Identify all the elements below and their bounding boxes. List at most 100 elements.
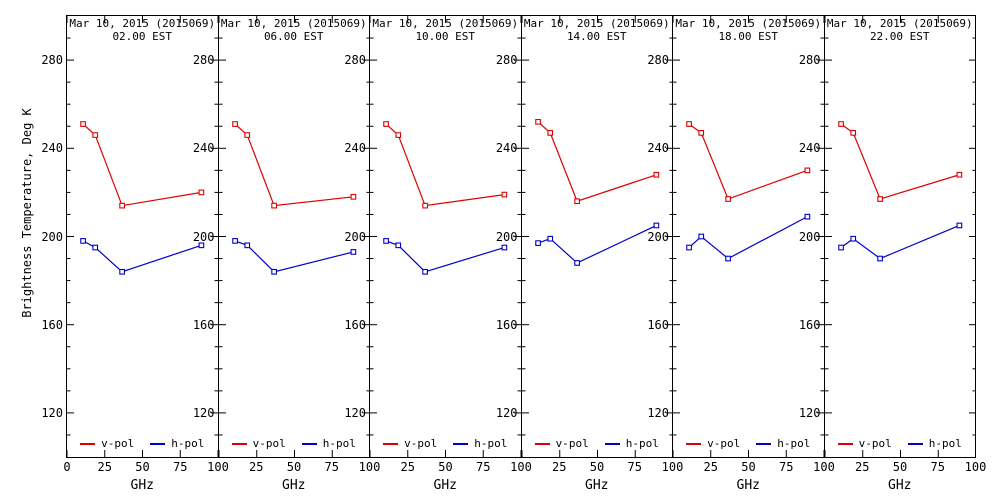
legend-swatch-v-pol bbox=[837, 443, 853, 445]
h-pol-data-point-marker bbox=[573, 260, 580, 266]
axis-ticks bbox=[824, 16, 976, 457]
axis-ticks bbox=[370, 16, 521, 457]
y-tick-label: 160 bbox=[344, 317, 366, 332]
legend-label: h-pol bbox=[777, 437, 811, 450]
panel-title: Mar 10, 2015 (2015069) bbox=[220, 17, 367, 30]
v-pol-data-point-marker bbox=[653, 171, 659, 178]
chart-panel-2200: Mar 10, 2015 (2015069) 22.00 EST 120 160 200… bbox=[799, 15, 986, 493]
x-axis-title: GHz bbox=[433, 478, 457, 493]
y-tick-label: 120 bbox=[798, 405, 821, 420]
y-tick-label: 120 bbox=[647, 405, 669, 420]
chart-panel-0200: Mar 10, 2015 (2015069) 02.00 EST 120 160 200… bbox=[41, 15, 229, 493]
legend-swatch-h-pol bbox=[604, 443, 620, 445]
x-axis-title: GHz bbox=[736, 478, 760, 493]
y-tick-label: 120 bbox=[41, 405, 63, 420]
v-pol-line bbox=[82, 123, 202, 207]
h-pol-data-point-marker bbox=[395, 242, 402, 249]
axis-ticks bbox=[673, 16, 824, 457]
x-tick-label: 50 bbox=[589, 460, 605, 474]
legend: v-pol h-pol bbox=[825, 438, 976, 450]
x-axis-title: GHz bbox=[130, 478, 154, 493]
legend-item-h-pol: h-pol bbox=[907, 438, 962, 450]
legend-label: v-pol bbox=[858, 437, 892, 450]
legend-swatch-h-pol bbox=[301, 443, 317, 445]
y-tick-label: 240 bbox=[495, 141, 518, 156]
legend: v-pol h-pol bbox=[673, 438, 824, 450]
x-tick-label: 25 bbox=[97, 460, 112, 474]
x-tick-label: 75 bbox=[779, 460, 794, 474]
y-tick-label: 120 bbox=[344, 405, 366, 420]
x-tick-label: 50 bbox=[892, 460, 908, 474]
legend-swatch-h-pol bbox=[756, 443, 772, 445]
plot-area bbox=[521, 16, 673, 457]
chart-panel-1000: Mar 10, 2015 (2015069) 10.00 EST 120 160 200… bbox=[344, 15, 532, 493]
legend-item-h-pol: h-pol bbox=[150, 438, 204, 450]
legend-item-v-pol: v-pol bbox=[80, 438, 134, 450]
v-pol-data-point-marker bbox=[501, 191, 508, 198]
legend-label: h-pol bbox=[625, 437, 659, 450]
x-tick-label: 100 bbox=[813, 460, 835, 474]
x-tick-label: 75 bbox=[324, 460, 339, 474]
x-tick-label: 50 bbox=[741, 460, 756, 474]
plot-area bbox=[673, 16, 824, 457]
y-tick-label: 160 bbox=[41, 317, 63, 332]
h-pol-line bbox=[688, 216, 808, 260]
legend-swatch-v-pol bbox=[534, 443, 550, 445]
y-axis-title: Brightness Temperature, Deg K bbox=[20, 108, 34, 318]
plot-area bbox=[370, 16, 521, 457]
v-pol-data-point-marker bbox=[395, 132, 402, 138]
v-pol-data-point-marker bbox=[698, 130, 705, 136]
legend-item-v-pol: v-pol bbox=[231, 438, 286, 450]
y-tick-label: 240 bbox=[192, 141, 215, 156]
panel-time-label: 18.00 EST bbox=[718, 30, 779, 43]
v-pol-line bbox=[234, 123, 353, 207]
axis-ticks bbox=[218, 16, 370, 457]
legend-label: h-pol bbox=[171, 437, 205, 450]
x-tick-label: 0 bbox=[63, 460, 71, 474]
chart-panel-0600: Mar 10, 2015 (2015069) 06.00 EST 120 160 200… bbox=[193, 15, 380, 493]
legend-swatch-v-pol bbox=[383, 443, 399, 445]
y-tick-label: 120 bbox=[495, 405, 518, 420]
y-tick-label: 120 bbox=[192, 405, 215, 420]
y-tick-label: 240 bbox=[41, 141, 63, 156]
v-pol-line bbox=[537, 121, 657, 202]
h-pol-data-point-marker bbox=[653, 222, 659, 229]
legend-swatch-v-pol bbox=[80, 443, 96, 445]
h-pol-line bbox=[840, 224, 960, 260]
h-pol-data-point-marker bbox=[698, 233, 705, 240]
h-pol-data-point-marker bbox=[92, 244, 99, 251]
legend-item-v-pol: v-pol bbox=[383, 438, 437, 450]
plot-area bbox=[824, 16, 976, 457]
h-pol-data-point-marker bbox=[849, 235, 856, 242]
v-pol-data-point-marker bbox=[573, 198, 580, 205]
legend-item-h-pol: h-pol bbox=[301, 438, 356, 450]
y-tick-label: 280 bbox=[495, 53, 518, 68]
y-tick-label: 240 bbox=[798, 141, 821, 156]
panel-title: Mar 10, 2015 (2015069) bbox=[372, 17, 519, 30]
y-tick-label: 160 bbox=[192, 317, 215, 332]
h-pol-data-point-marker bbox=[270, 268, 277, 275]
legend-label: v-pol bbox=[101, 437, 135, 450]
v-pol-data-point-marker bbox=[383, 121, 389, 127]
panel-time-label: 22.00 EST bbox=[869, 30, 930, 43]
x-tick-label: 75 bbox=[476, 460, 491, 474]
v-pol-data-point-marker bbox=[231, 121, 238, 127]
v-pol-data-point-marker bbox=[546, 130, 553, 136]
h-pol-line bbox=[82, 240, 202, 273]
h-pol-line bbox=[537, 224, 657, 264]
v-pol-data-point-marker bbox=[119, 202, 125, 209]
legend-item-v-pol: v-pol bbox=[686, 438, 740, 450]
legend-label: h-pol bbox=[474, 437, 508, 450]
x-tick-label: 100 bbox=[358, 460, 381, 474]
x-tick-label: 75 bbox=[627, 460, 642, 474]
x-tick-label: 50 bbox=[135, 460, 150, 474]
v-pol-data-point-marker bbox=[849, 130, 856, 136]
y-tick-label: 160 bbox=[647, 317, 669, 332]
x-tick-label: 75 bbox=[173, 460, 188, 474]
x-axis-title: GHz bbox=[282, 478, 306, 493]
x-tick-label: 25 bbox=[400, 460, 415, 474]
y-tick-label: 200 bbox=[41, 229, 63, 244]
legend-label: v-pol bbox=[707, 437, 741, 450]
panel-title: Mar 10, 2015 (2015069) bbox=[675, 17, 822, 30]
